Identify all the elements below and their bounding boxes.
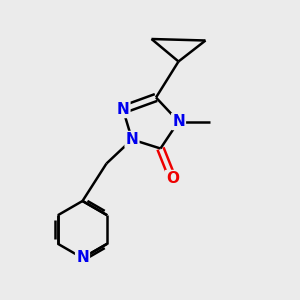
Text: N: N xyxy=(76,250,89,266)
Text: O: O xyxy=(166,171,179,186)
Text: N: N xyxy=(172,114,185,129)
Text: N: N xyxy=(126,132,138,147)
Text: N: N xyxy=(117,102,129,117)
